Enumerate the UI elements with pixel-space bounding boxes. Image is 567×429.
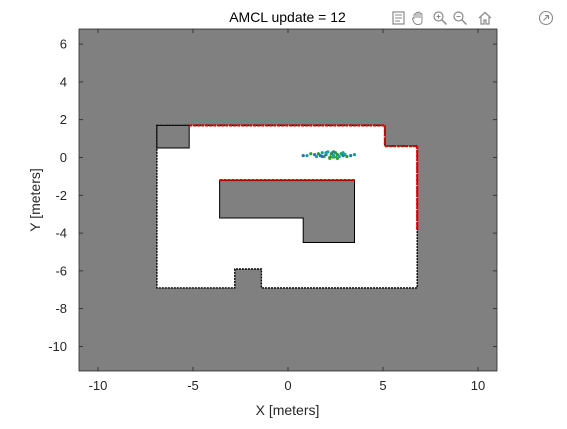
export-icon[interactable] xyxy=(537,9,555,27)
y-tick-label: 4 xyxy=(60,74,67,89)
y-tick-label: -4 xyxy=(55,226,67,241)
particle-point xyxy=(349,153,353,158)
zoom-out-icon[interactable] xyxy=(451,9,469,27)
x-tick-label: 5 xyxy=(379,378,386,393)
y-tick-label: -6 xyxy=(55,263,67,278)
pan-hand-icon[interactable] xyxy=(409,9,427,27)
y-tick-label: 6 xyxy=(60,37,67,52)
particle-point xyxy=(341,151,345,155)
pose-estimate-marker xyxy=(329,150,338,159)
particle-point xyxy=(345,154,349,159)
particle-point xyxy=(305,153,309,158)
laser-scan xyxy=(189,124,419,230)
particle-point xyxy=(332,153,336,158)
y-axis-label: Y [meters] xyxy=(27,168,43,232)
x-tick-label: -10 xyxy=(89,378,108,393)
obstacle-block-0 xyxy=(156,124,190,149)
x-axis-label: X [meters] xyxy=(256,402,320,418)
y-tick-label: 2 xyxy=(60,112,67,127)
particle-point xyxy=(320,154,324,159)
axes-toolbar xyxy=(387,8,562,28)
particle-point xyxy=(352,153,357,157)
plot-title: AMCL update = 12 xyxy=(229,9,346,25)
home-restore-icon[interactable] xyxy=(476,9,494,27)
y-tick-label: -2 xyxy=(55,188,67,203)
particle-point xyxy=(301,153,305,158)
particle-point xyxy=(309,152,313,156)
particle-point xyxy=(314,154,319,159)
x-axis-ticks: -10 -5 0 5 10 xyxy=(89,29,485,393)
y-tick-label: 0 xyxy=(60,150,67,165)
particle-point xyxy=(335,156,339,161)
particle-point xyxy=(320,151,324,155)
particle-point xyxy=(328,156,332,161)
data-tips-icon[interactable] xyxy=(389,9,407,27)
occupancy-map xyxy=(156,124,418,289)
y-tick-label: -8 xyxy=(55,301,67,316)
x-tick-label: -5 xyxy=(187,378,199,393)
x-tick-label: 10 xyxy=(471,378,485,393)
y-axis-ticks: 6 4 2 0 -2 -4 -6 -8 -10 xyxy=(48,37,497,354)
y-tick-label: -10 xyxy=(48,339,67,354)
zoom-in-icon[interactable] xyxy=(431,9,449,27)
particle-point xyxy=(324,151,328,155)
x-tick-label: 0 xyxy=(284,378,291,393)
particle-cloud xyxy=(301,150,357,161)
